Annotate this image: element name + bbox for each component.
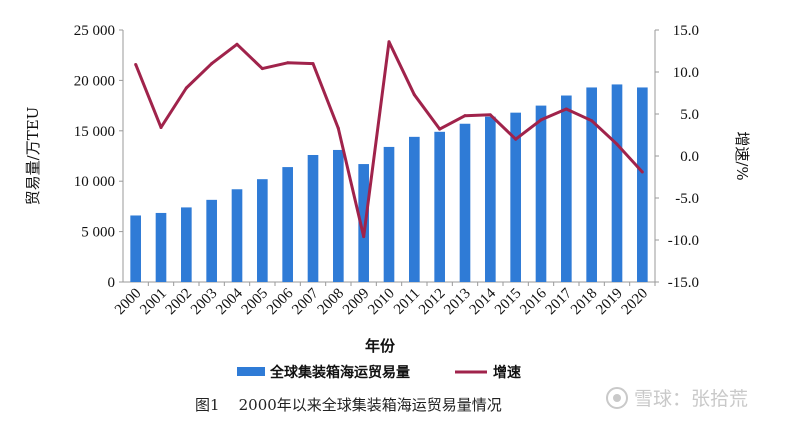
line-point: [463, 114, 467, 118]
bar: [459, 123, 471, 282]
x-tick-label: 2006: [264, 285, 297, 318]
line-series: [134, 40, 644, 239]
x-tick-label: 2009: [340, 286, 373, 319]
line-point: [615, 142, 619, 146]
bar: [333, 149, 344, 282]
line-point: [184, 86, 188, 90]
line-point: [438, 127, 442, 131]
bar: [307, 154, 319, 282]
bar: [535, 105, 547, 282]
bar: [434, 131, 445, 282]
x-tick-label: 2003: [188, 286, 221, 319]
figure-caption: 图1 2000年以来全球集装箱海运贸易量情况: [195, 394, 502, 415]
x-tick-label: 2004: [213, 285, 246, 318]
y-right-tick-label: -5.0: [675, 191, 699, 207]
y-axis-left-title: 贸易量/万TEU: [24, 107, 42, 206]
bar-series: [130, 84, 648, 283]
y-right-tick-label: 15.0: [673, 23, 699, 39]
line-point: [412, 93, 416, 97]
bar: [485, 116, 496, 282]
line-point: [564, 107, 568, 111]
line-point: [640, 170, 644, 174]
bar: [409, 136, 420, 282]
x-tick-label: 2002: [163, 286, 196, 319]
line-point: [134, 62, 138, 66]
x-axis-title: 年份: [365, 337, 396, 355]
x-tick-label: 2007: [289, 285, 322, 318]
legend-line-label: 增速: [493, 364, 521, 381]
bar: [561, 95, 572, 283]
x-tick-label: 2001: [137, 286, 170, 319]
x-tick-label: 2019: [593, 286, 626, 319]
watermark-text: 雪球：张拾荒: [634, 388, 749, 410]
bar: [155, 212, 167, 282]
x-tick-label: 2005: [239, 286, 272, 319]
bar: [231, 189, 243, 282]
y-right-tick-label: 5.0: [680, 107, 699, 123]
line-point: [362, 235, 366, 239]
y-left-tick-label: 10 000: [74, 174, 115, 190]
bar: [358, 164, 369, 282]
bar: [130, 215, 141, 282]
legend-bar-swatch: [237, 367, 265, 376]
x-tick-label: 2018: [568, 286, 601, 319]
x-tick-label: 2012: [416, 286, 449, 319]
y-right-tick-label: -15.0: [668, 275, 699, 291]
bar: [611, 84, 623, 282]
line-point: [590, 119, 594, 123]
bar: [282, 167, 293, 282]
bar: [586, 87, 597, 283]
bar: [257, 179, 268, 282]
line-point: [387, 40, 391, 44]
x-tick-label: 2015: [492, 286, 525, 319]
x-tick-label: 2008: [315, 286, 348, 319]
bar: [637, 87, 648, 283]
line-point: [311, 62, 315, 66]
y-right-tick-label: 0.0: [680, 149, 699, 165]
y-left-tick-label: 15 000: [74, 124, 115, 140]
figure-caption-text: 2000年以来全球集装箱海运贸易量情况: [238, 396, 502, 414]
line-point: [539, 118, 543, 122]
x-tick-label: 2016: [517, 285, 550, 318]
y-left-tick-label: 0: [108, 275, 116, 291]
y-left-tick-label: 20 000: [74, 73, 115, 89]
x-tick-label: 2011: [391, 286, 423, 318]
legend-bar-label: 全球集装箱海运贸易量: [269, 364, 410, 381]
line-point: [210, 62, 214, 66]
y-axis-right-title: 增速/%: [733, 131, 751, 180]
line-point: [159, 125, 163, 129]
watermark: 雪球：张拾荒: [606, 384, 748, 411]
y-left-tick-label: 25 000: [74, 23, 115, 39]
line-point: [260, 67, 264, 71]
snowball-logo-icon: [606, 386, 628, 409]
bar: [206, 199, 217, 282]
line-point: [488, 113, 492, 117]
y-left-tick-label: 5 000: [81, 225, 115, 241]
line-point: [286, 61, 290, 65]
bar: [181, 207, 192, 282]
y-right-tick-label: 10.0: [673, 65, 699, 81]
x-tick-label: 2000: [112, 286, 145, 319]
line-point: [336, 126, 340, 130]
bar: [510, 112, 521, 282]
line-point: [235, 42, 239, 46]
figure-number: 图1: [195, 396, 220, 414]
line-point: [514, 137, 518, 141]
x-tick-label: 2020: [619, 286, 652, 319]
x-tick-label: 2017: [543, 285, 576, 318]
x-tick-label: 2014: [467, 285, 500, 318]
bar: [383, 146, 395, 282]
y-right-tick-label: -10.0: [668, 233, 699, 249]
x-tick-label: 2010: [365, 286, 398, 319]
x-tick-label: 2013: [441, 286, 474, 319]
legend: 全球集装箱海运贸易量 增速: [237, 364, 521, 381]
